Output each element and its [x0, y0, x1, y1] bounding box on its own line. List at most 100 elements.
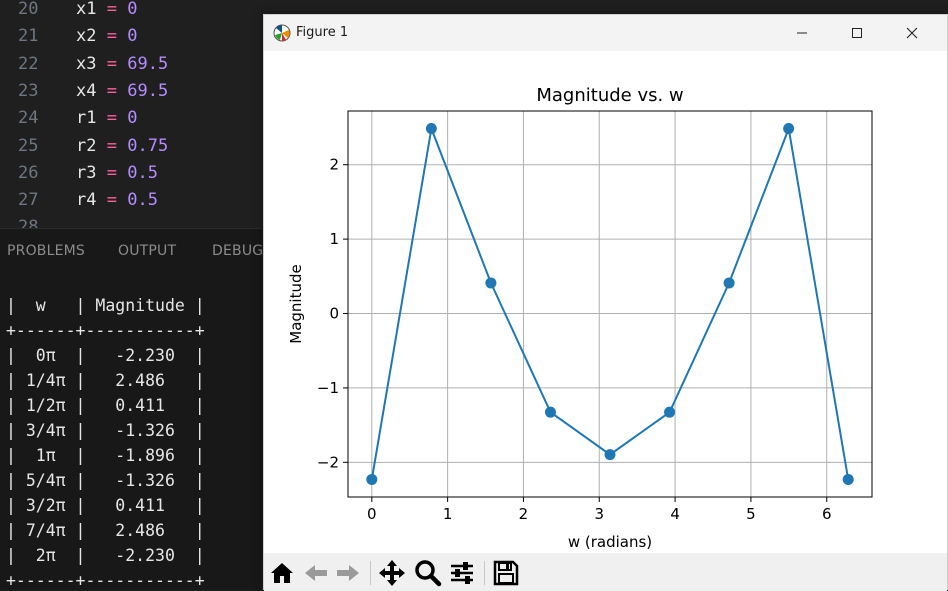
code-line[interactable]: 22 x3 = 69.5: [0, 51, 262, 78]
terminal-line: | 1/2π | 0.411 |: [6, 396, 205, 415]
data-point-marker: [485, 277, 497, 289]
code-text: r2 = 0.75: [76, 133, 168, 160]
terminal-line: +------+-----------+: [6, 571, 205, 590]
number-token: 69.5: [127, 53, 169, 74]
variable-token: r1: [76, 108, 97, 129]
data-point-marker: [664, 406, 676, 418]
x-tick-label: 3: [594, 505, 604, 523]
terminal-output[interactable]: | w | Magnitude | +------+-----------+ | 0…: [0, 274, 262, 590]
terminal-line: | 1/4π | 2.486 |: [6, 371, 205, 390]
variable-token: x1: [76, 0, 97, 19]
pan-icon: [379, 560, 405, 586]
back-arrow-icon: [305, 565, 327, 581]
variable-token: x4: [76, 80, 97, 101]
home-button[interactable]: [268, 559, 296, 587]
code-text: x2 = 0: [76, 23, 137, 50]
toolbar-separator: [484, 561, 485, 585]
terminal-line: +------+-----------+: [6, 321, 205, 340]
number-token: 0.5: [127, 162, 158, 183]
code-line[interactable]: 26 r3 = 0.5: [0, 160, 262, 187]
code-line[interactable]: 27 r4 = 0.5: [0, 187, 262, 214]
code-line[interactable]: 23 x4 = 69.5: [0, 78, 262, 105]
terminal-line: | 7/4π | 2.486 |: [6, 521, 205, 540]
operator-token: =: [106, 26, 117, 47]
x-tick-label: 4: [670, 505, 680, 523]
line-number: 22: [18, 53, 39, 74]
x-axis-label: w (radians): [568, 533, 652, 551]
pan-button[interactable]: [378, 559, 406, 587]
panel-tab-bar: PROBLEMS OUTPUT DEBUG: [0, 228, 264, 275]
y-tick-label: −1: [317, 379, 339, 397]
line-number: 23: [18, 80, 39, 101]
operator-token: =: [106, 80, 117, 101]
toolbar-separator: [370, 561, 371, 585]
code-text: r4 = 0.5: [76, 187, 158, 214]
data-point-marker: [842, 473, 854, 485]
number-token: 0.5: [127, 190, 158, 211]
operator-token: =: [106, 53, 117, 74]
code-text: r1 = 0: [76, 105, 137, 132]
axes-frame: [347, 110, 873, 498]
code-line[interactable]: 24 r1 = 0: [0, 105, 262, 132]
y-tick-label: 1: [329, 230, 339, 248]
data-point-marker: [425, 123, 437, 135]
y-axis-label: Magnitude: [287, 264, 305, 343]
save-button[interactable]: [492, 559, 520, 587]
forward-button[interactable]: [334, 559, 362, 587]
operator-token: =: [106, 0, 117, 19]
tab-problems[interactable]: PROBLEMS: [7, 243, 86, 259]
variable-token: r2: [76, 135, 97, 156]
x-tick-label: 5: [746, 505, 756, 523]
code-line[interactable]: 21 x2 = 0: [0, 23, 262, 50]
terminal-line: | 2π | -2.230 |: [6, 546, 205, 565]
data-point-marker: [366, 473, 378, 485]
number-token: 0: [127, 0, 138, 19]
code-line[interactable]: 28: [0, 214, 262, 228]
x-tick-label: 6: [822, 505, 832, 523]
y-tick-label: 2: [329, 156, 339, 174]
number-token: 69.5: [127, 80, 169, 101]
close-button[interactable]: [884, 15, 940, 51]
code-line[interactable]: 20 x1 = 0: [0, 0, 262, 23]
code-text: r3 = 0.5: [76, 160, 158, 187]
configure-subplots-button[interactable]: [448, 559, 476, 587]
terminal-line: | 1π | -1.896 |: [6, 446, 205, 465]
line-chart: 0 1 2 3 4 5 6 −2 −1 0 1 2 Magnitude vs. w w (radian…: [287, 85, 873, 551]
zoom-button[interactable]: [414, 559, 442, 587]
data-point-marker: [723, 277, 735, 289]
maximize-button[interactable]: [829, 15, 885, 51]
operator-token: =: [106, 135, 117, 156]
variable-token: r3: [76, 162, 97, 183]
variable-token: x2: [76, 26, 97, 47]
terminal-line: | 0π | -2.230 |: [6, 346, 205, 365]
y-tick-label: 0: [329, 305, 339, 323]
series-line: [370, 124, 850, 480]
zoom-icon: [415, 560, 442, 587]
back-button[interactable]: [302, 559, 330, 587]
code-editor[interactable]: 20 x1 = 0 21 x2 = 0 22 x3 = 69.5 23 x4 = 69.5 24…: [0, 0, 262, 228]
window-titlebar[interactable]: Figure 1: [264, 15, 947, 51]
window-title: Figure 1: [296, 25, 349, 40]
terminal-line: | 3/4π | -1.326 |: [6, 421, 205, 440]
code-text: x4 = 69.5: [76, 78, 168, 105]
y-tick-label: −2: [317, 453, 339, 471]
terminal-line: | w | Magnitude |: [6, 296, 205, 315]
terminal-line: | 5/4π | -1.326 |: [6, 471, 205, 490]
code-line[interactable]: 25 r2 = 0.75: [0, 133, 262, 160]
matplotlib-logo-icon: [273, 24, 291, 42]
tab-debug[interactable]: DEBUG: [212, 243, 264, 259]
data-point-marker: [544, 406, 556, 418]
plot-canvas[interactable]: 0 1 2 3 4 5 6 −2 −1 0 1 2 Magnitude vs. w w (radian…: [264, 51, 947, 551]
number-token: 0: [127, 26, 138, 47]
minimize-icon: [797, 32, 807, 34]
data-point-marker: [783, 123, 795, 135]
minimize-button[interactable]: [774, 15, 830, 51]
line-number: 20: [18, 0, 39, 19]
home-icon: [271, 563, 293, 583]
code-text: x1 = 0: [76, 0, 137, 23]
variable-token: x3: [76, 53, 97, 74]
close-icon: [906, 27, 918, 39]
line-number: 25: [18, 135, 39, 156]
maximize-icon: [852, 28, 862, 38]
tab-output[interactable]: OUTPUT: [118, 243, 177, 259]
